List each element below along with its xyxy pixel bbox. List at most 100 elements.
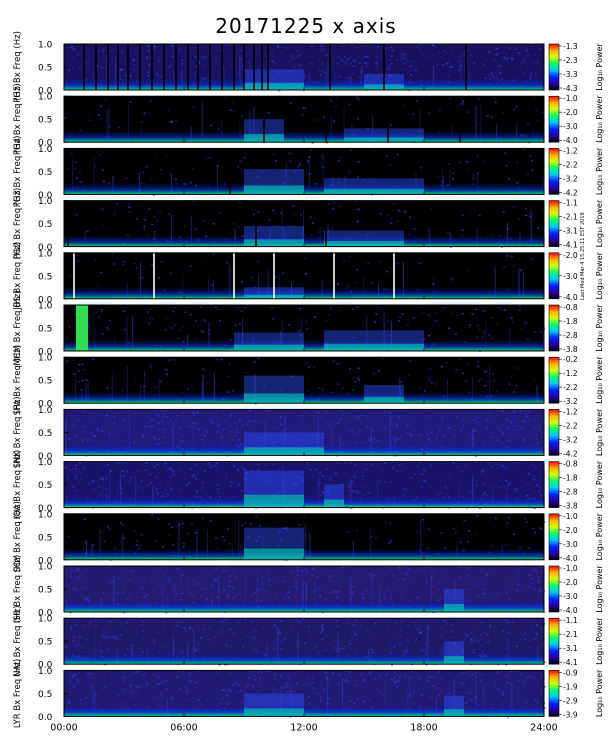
noise-cell [421,649,424,652]
noise-cell [517,54,520,56]
noise-cell [510,670,513,673]
noise-cell [522,148,525,151]
noise-cell [332,596,335,599]
streak [175,587,177,612]
streak [309,533,311,560]
noise-cell [66,478,69,480]
colorbar [548,565,560,613]
noise-cell [288,152,291,155]
noise-cell [108,636,111,638]
noise-cell [474,308,477,310]
noise-cell [69,575,72,578]
streak [284,415,286,456]
noise-cell [381,619,384,622]
noise-cell [228,597,231,599]
noise-cell [484,308,487,311]
noise-cell [109,470,112,472]
noise-cell [264,574,266,577]
noise-cell [519,584,522,587]
noise-cell [204,592,207,594]
noise-cell [348,103,351,106]
noise-cell [508,47,511,50]
noise-cell [101,333,104,335]
noise-cell [438,649,441,652]
noise-cell [448,692,451,694]
noise-cell [356,176,359,178]
noise-cell [370,535,373,538]
noise-cell [540,331,543,333]
noise-cell [510,583,513,585]
noise-cell [195,320,197,322]
noise-cell [282,272,284,274]
noise-cell [491,337,494,339]
noise-cell [496,65,499,67]
noise-cell [318,387,321,389]
noise-cell [208,333,211,335]
noise-cell [85,455,88,457]
noise-cell [393,203,396,205]
noise-cell [473,62,476,64]
noise-cell [321,638,324,641]
noise-cell [347,429,350,431]
noise-cell [289,179,292,181]
noise-cell [190,426,193,428]
noise-cell [497,67,500,69]
noise-cell [241,58,244,60]
noise-cell [299,441,302,443]
noise-cell [283,527,285,529]
noise-cell [249,410,251,412]
noise-cell [300,493,303,495]
noise-cell [505,479,508,482]
noise-cell [467,412,470,415]
noise-cell [486,494,489,496]
noise-cell [84,62,87,65]
noise-cell [190,522,193,525]
noise-cell [421,53,424,55]
noise-cell [153,45,156,47]
noise-cell [189,425,192,427]
colorbar [548,148,560,195]
noise-cell [436,494,439,496]
noise-cell [260,680,262,682]
noise-cell [232,478,234,480]
noise-cell [368,700,371,702]
noise-cell [282,580,285,582]
noise-cell [189,442,192,444]
noise-cell [249,66,252,68]
noise-cell [152,194,155,196]
noise-cell [356,268,359,271]
noise-cell [258,683,261,685]
noise-cell [241,702,244,704]
noise-cell [374,622,377,625]
colorbar-tick-label: -4.0 [563,606,578,615]
noise-cell [266,471,269,473]
noise-cell [355,579,358,582]
noise-cell [143,225,146,228]
noise-cell [106,327,109,329]
noise-cell [413,228,416,230]
noise-cell [324,689,327,692]
noise-cell [448,163,450,165]
noise-cell [426,581,428,584]
noise-cell [506,488,508,491]
noise-cell [336,362,339,365]
noise-cell [217,127,220,130]
noise-cell [459,64,462,66]
noise-cell [246,700,249,703]
noise-cell [202,424,205,426]
noise-cell [179,427,182,429]
noise-cell [123,261,126,263]
noise-cell [173,690,176,693]
noise-cell [136,687,139,689]
noise-cell [319,494,322,496]
noise-cell [281,227,284,229]
noise-cell [464,494,466,496]
noise-cell [458,69,461,72]
y-axis-label: ISR Bx Freq (Hz) [13,555,23,623]
noise-cell [502,636,505,638]
noise-cell [391,647,394,649]
noise-cell [406,571,409,574]
noise-cell [94,694,97,696]
noise-cell [506,681,509,684]
noise-cell [88,622,91,624]
